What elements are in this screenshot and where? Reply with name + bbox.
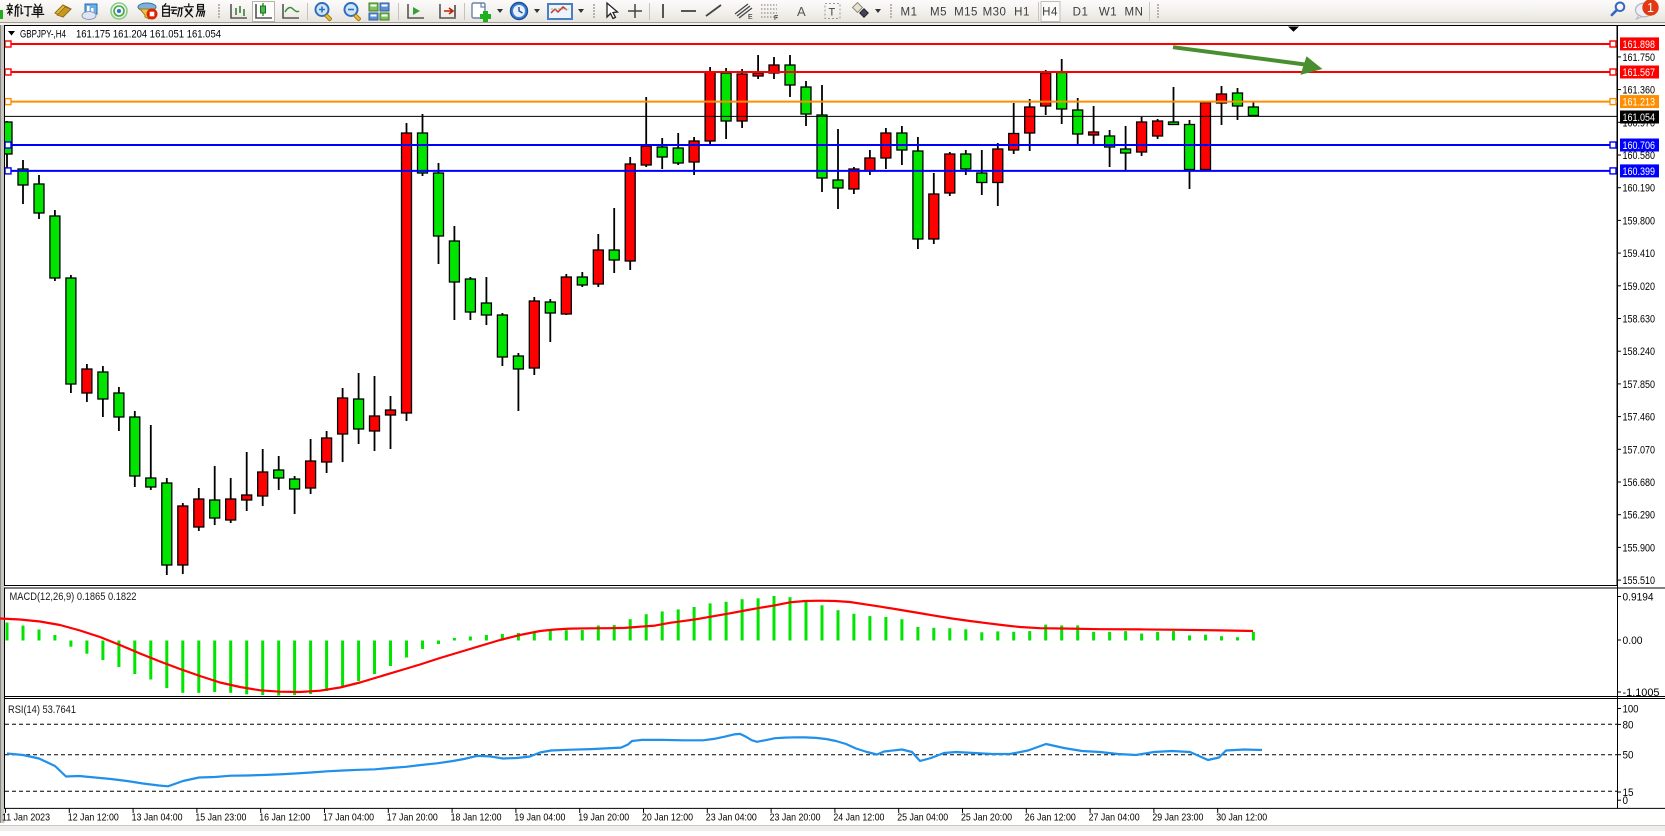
svg-text:17 Jan 20:00: 17 Jan 20:00 bbox=[387, 813, 438, 824]
svg-text:W1: W1 bbox=[1099, 7, 1117, 19]
svg-text:156.680: 156.680 bbox=[1623, 477, 1656, 489]
svg-text:16 Jan 12:00: 16 Jan 12:00 bbox=[259, 813, 310, 824]
svg-text:161.750: 161.750 bbox=[1623, 52, 1656, 64]
svg-text:M5: M5 bbox=[930, 7, 947, 19]
svg-text:157.850: 157.850 bbox=[1623, 379, 1656, 391]
svg-text:159.020: 159.020 bbox=[1623, 281, 1656, 293]
svg-text:0.9194: 0.9194 bbox=[1623, 592, 1654, 604]
svg-text:80: 80 bbox=[1623, 719, 1634, 731]
svg-text:158.240: 158.240 bbox=[1623, 346, 1656, 358]
svg-text:160.706: 160.706 bbox=[1623, 140, 1656, 152]
svg-text:1: 1 bbox=[1647, 1, 1654, 15]
svg-text:0.00: 0.00 bbox=[1623, 635, 1643, 647]
svg-text:0: 0 bbox=[1623, 795, 1629, 807]
svg-text:157.460: 157.460 bbox=[1623, 412, 1656, 424]
svg-text:161.360: 161.360 bbox=[1623, 85, 1656, 97]
svg-text:157.070: 157.070 bbox=[1623, 444, 1656, 456]
svg-text:160.190: 160.190 bbox=[1623, 183, 1656, 195]
svg-text:E: E bbox=[748, 14, 753, 21]
svg-text:158.630: 158.630 bbox=[1623, 314, 1656, 326]
svg-text:50: 50 bbox=[1623, 750, 1634, 762]
svg-text:25 Jan 04:00: 25 Jan 04:00 bbox=[897, 813, 948, 824]
svg-text:T: T bbox=[829, 7, 836, 19]
svg-text:-1.1005: -1.1005 bbox=[1623, 687, 1660, 699]
svg-text:161.567: 161.567 bbox=[1623, 67, 1656, 79]
svg-text:MACD(12,26,9) 0.1865 0.1822: MACD(12,26,9) 0.1865 0.1822 bbox=[10, 591, 137, 603]
svg-text:19 Jan 04:00: 19 Jan 04:00 bbox=[514, 813, 565, 824]
svg-text:18 Jan 12:00: 18 Jan 12:00 bbox=[451, 813, 502, 824]
svg-text:13 Jan 04:00: 13 Jan 04:00 bbox=[132, 813, 183, 824]
svg-text:25 Jan 20:00: 25 Jan 20:00 bbox=[961, 813, 1012, 824]
svg-text:26 Jan 12:00: 26 Jan 12:00 bbox=[1025, 813, 1076, 824]
svg-text:30 Jan 12:00: 30 Jan 12:00 bbox=[1216, 813, 1267, 824]
svg-text:20 Jan 12:00: 20 Jan 12:00 bbox=[642, 813, 693, 824]
svg-text:161.175 161.204 161.051 161.05: 161.175 161.204 161.051 161.054 bbox=[76, 29, 221, 41]
svg-text:161.054: 161.054 bbox=[1623, 112, 1656, 124]
svg-text:15: 15 bbox=[1623, 787, 1634, 799]
svg-text:160.580: 160.580 bbox=[1623, 150, 1656, 162]
svg-text:H1: H1 bbox=[1014, 7, 1030, 19]
svg-text:155.900: 155.900 bbox=[1623, 542, 1656, 554]
svg-text:GBPJPY-,H4: GBPJPY-,H4 bbox=[20, 29, 66, 41]
svg-text:100: 100 bbox=[1623, 704, 1639, 716]
svg-text:M1: M1 bbox=[901, 7, 918, 19]
svg-text:156.290: 156.290 bbox=[1623, 510, 1656, 522]
svg-text:17 Jan 04:00: 17 Jan 04:00 bbox=[323, 813, 374, 824]
svg-text:23 Jan 04:00: 23 Jan 04:00 bbox=[706, 813, 757, 824]
svg-text:A: A bbox=[797, 4, 806, 19]
svg-text:159.410: 159.410 bbox=[1623, 248, 1656, 260]
svg-text:12 Jan 12:00: 12 Jan 12:00 bbox=[68, 813, 119, 824]
svg-text:H4: H4 bbox=[1042, 7, 1058, 19]
svg-text:155.510: 155.510 bbox=[1623, 575, 1656, 587]
svg-text:RSI(14) 53.7641: RSI(14) 53.7641 bbox=[8, 704, 76, 716]
svg-text:11 Jan 2023: 11 Jan 2023 bbox=[2, 813, 50, 824]
svg-text:160.399: 160.399 bbox=[1623, 166, 1656, 178]
svg-text:M15: M15 bbox=[954, 7, 978, 19]
svg-text:161.898: 161.898 bbox=[1623, 39, 1656, 51]
svg-text:M30: M30 bbox=[983, 7, 1007, 19]
svg-text:24 Jan 12:00: 24 Jan 12:00 bbox=[833, 813, 884, 824]
svg-text:D1: D1 bbox=[1073, 7, 1089, 19]
svg-text:161.213: 161.213 bbox=[1623, 97, 1656, 109]
svg-text:159.800: 159.800 bbox=[1623, 215, 1656, 227]
svg-text:MN: MN bbox=[1125, 7, 1144, 19]
svg-text:19 Jan 20:00: 19 Jan 20:00 bbox=[578, 813, 629, 824]
svg-text:27 Jan 04:00: 27 Jan 04:00 bbox=[1089, 813, 1140, 824]
svg-text:29 Jan 23:00: 29 Jan 23:00 bbox=[1152, 813, 1203, 824]
svg-text:F: F bbox=[774, 15, 778, 22]
svg-text:23 Jan 20:00: 23 Jan 20:00 bbox=[770, 813, 821, 824]
svg-text:15 Jan 23:00: 15 Jan 23:00 bbox=[195, 813, 246, 824]
